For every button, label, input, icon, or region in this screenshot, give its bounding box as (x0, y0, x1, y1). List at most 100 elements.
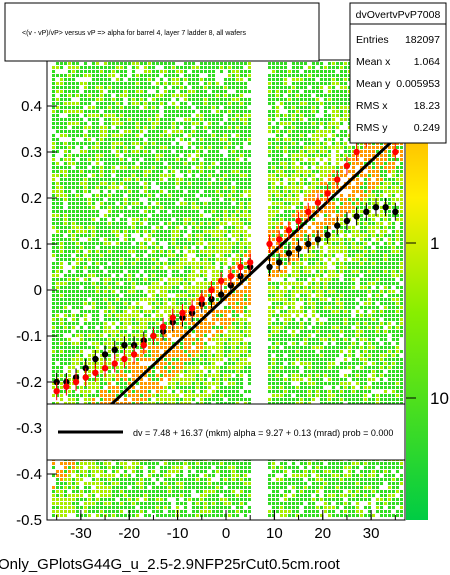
histogram-cell (80, 266, 83, 269)
histogram-cell (80, 306, 83, 309)
histogram-cell (96, 330, 99, 333)
histogram-cell (136, 470, 139, 473)
histogram-cell (236, 158, 239, 161)
histogram-cell (148, 82, 151, 85)
histogram-cell (76, 242, 79, 245)
histogram-cell (100, 498, 103, 501)
histogram-cell (172, 290, 175, 293)
histogram-cell (200, 78, 203, 81)
histogram-cell (136, 254, 139, 257)
histogram-cell (80, 506, 83, 509)
histogram-cell (64, 474, 67, 477)
histogram-cell (92, 366, 95, 369)
histogram-cell (200, 170, 203, 173)
histogram-cell (248, 154, 251, 157)
histogram-cell (120, 166, 123, 169)
histogram-cell (236, 350, 239, 353)
histogram-cell (112, 486, 115, 489)
histogram-cell (64, 94, 67, 97)
histogram-cell (88, 178, 91, 181)
histogram-cell (152, 278, 155, 281)
histogram-cell (68, 98, 71, 101)
histogram-cell (216, 174, 219, 177)
histogram-cell (104, 146, 107, 149)
histogram-cell (68, 106, 71, 109)
histogram-cell (184, 154, 187, 157)
histogram-cell (140, 226, 143, 229)
histogram-cell (232, 114, 235, 117)
histogram-cell (156, 114, 159, 117)
histogram-cell (144, 278, 147, 281)
histogram-cell (192, 478, 195, 481)
histogram-cell (228, 278, 231, 281)
histogram-cell (152, 510, 155, 513)
histogram-cell (132, 290, 135, 293)
histogram-cell (92, 314, 95, 317)
histogram-cell (144, 230, 147, 233)
histogram-cell (232, 486, 235, 489)
histogram-cell (188, 390, 191, 393)
histogram-cell (68, 162, 71, 165)
histogram-cell (240, 214, 243, 217)
histogram-cell (240, 258, 243, 261)
histogram-cell (156, 474, 159, 477)
histogram-cell (96, 110, 99, 113)
histogram-cell (156, 70, 159, 73)
histogram-cell (204, 222, 207, 225)
histogram-cell (212, 134, 215, 137)
histogram-cell (160, 130, 163, 133)
histogram-cell (144, 246, 147, 249)
histogram-cell (192, 250, 195, 253)
histogram-cell (164, 110, 167, 113)
histogram-cell (68, 354, 71, 357)
histogram-cell (72, 186, 75, 189)
histogram-cell (108, 274, 111, 277)
histogram-cell (92, 170, 95, 173)
histogram-cell (152, 162, 155, 165)
histogram-cell (228, 374, 231, 377)
histogram-cell (60, 354, 63, 357)
histogram-cell (108, 238, 111, 241)
histogram-cell (172, 494, 175, 497)
histogram-cell (120, 110, 123, 113)
histogram-cell (60, 262, 63, 265)
histogram-cell (212, 498, 215, 501)
histogram-cell (164, 174, 167, 177)
histogram-cell (184, 130, 187, 133)
histogram-cell (152, 106, 155, 109)
histogram-cell (124, 370, 127, 373)
histogram-cell (164, 274, 167, 277)
histogram-cell (92, 282, 95, 285)
histogram-cell (208, 158, 211, 161)
histogram-cell (188, 222, 191, 225)
histogram-cell (196, 170, 199, 173)
histogram-cell (200, 238, 203, 241)
histogram-cell (80, 170, 83, 173)
histogram-cell (132, 202, 135, 205)
histogram-cell (212, 102, 215, 105)
histogram-cell (84, 338, 87, 341)
histogram-cell (152, 198, 155, 201)
histogram-cell (144, 122, 147, 125)
histogram-cell (196, 250, 199, 253)
histogram-cell (220, 94, 223, 97)
histogram-cell (68, 270, 71, 273)
histogram-cell (160, 154, 163, 157)
histogram-cell (68, 174, 71, 177)
histogram-cell (196, 470, 199, 473)
histogram-cell (148, 290, 151, 293)
histogram-cell (80, 194, 83, 197)
histogram-cell (72, 142, 75, 145)
histogram-cell (156, 354, 159, 357)
histogram-cell (88, 294, 91, 297)
histogram-cell (124, 338, 127, 341)
histogram-cell (104, 278, 107, 281)
histogram-cell (64, 98, 67, 101)
histogram-cell (196, 146, 199, 149)
histogram-cell (180, 298, 183, 301)
histogram-cell (92, 238, 95, 241)
histogram-cell (60, 334, 63, 337)
histogram-cell (164, 210, 167, 213)
histogram-cell (84, 334, 87, 337)
histogram-cell (112, 478, 115, 481)
